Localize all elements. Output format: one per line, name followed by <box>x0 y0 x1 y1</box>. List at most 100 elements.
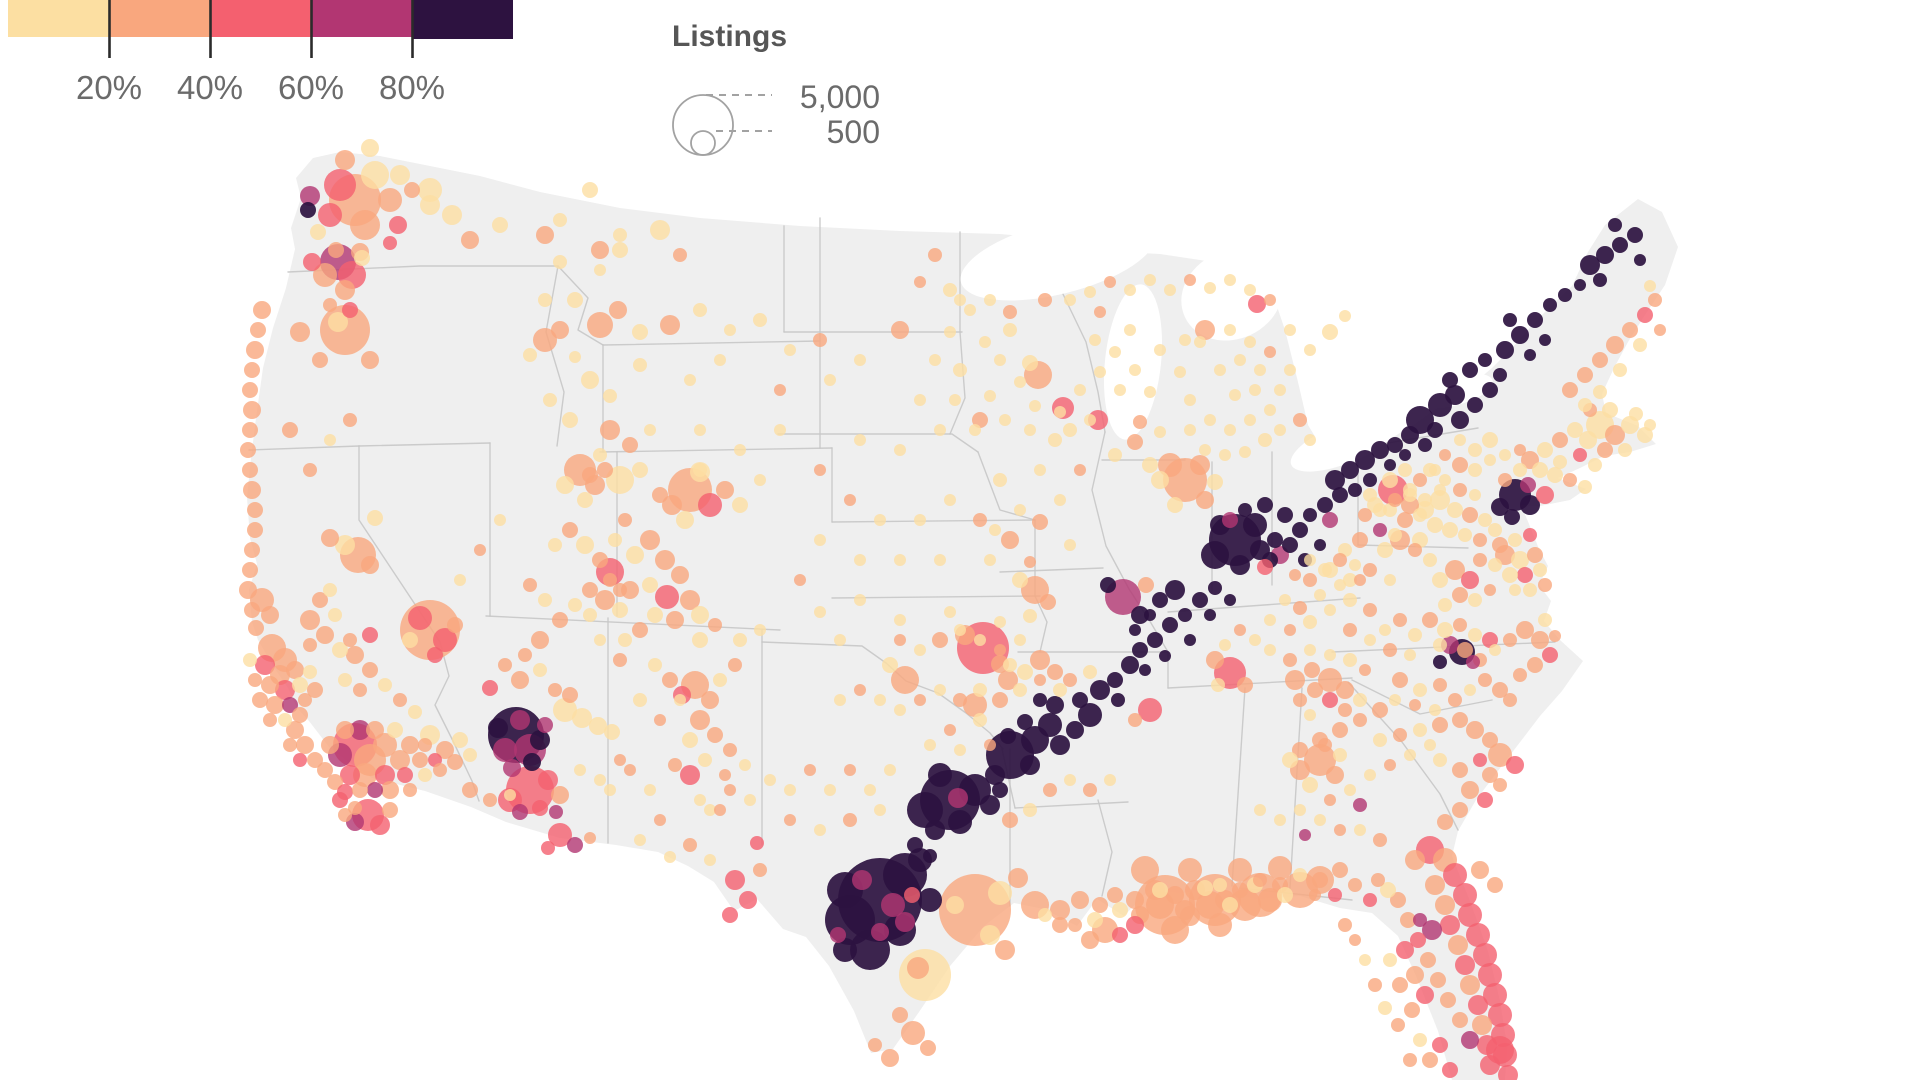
listing-bubble <box>541 841 555 855</box>
listing-bubble <box>240 442 256 458</box>
listing-bubble <box>650 220 670 240</box>
listing-bubble <box>918 888 942 912</box>
listing-bubble <box>734 444 746 456</box>
size-legend-min-circle <box>690 130 716 156</box>
listing-bubble <box>483 793 497 807</box>
listing-bubble <box>352 782 368 798</box>
listing-bubble <box>1574 279 1586 291</box>
listing-bubble <box>1344 784 1356 796</box>
listing-bubble <box>1404 649 1416 661</box>
listing-bubble <box>704 804 716 816</box>
listing-bubble <box>1165 580 1185 600</box>
color-swatch-2 <box>109 0 210 37</box>
listing-bubble <box>655 585 679 609</box>
listing-bubble <box>1430 490 1450 510</box>
listing-bubble <box>1279 594 1291 606</box>
listing-bubble <box>1468 463 1482 477</box>
listing-bubble <box>1472 1015 1492 1035</box>
listing-bubble <box>1442 522 1458 538</box>
listing-bubble <box>1403 1053 1417 1067</box>
listing-bubble <box>904 887 920 903</box>
listing-bubble <box>1249 634 1261 646</box>
listing-bubble <box>984 739 996 751</box>
listing-bubble <box>1405 850 1425 870</box>
listing-bubble <box>1282 537 1298 553</box>
listing-bubble <box>1496 341 1514 359</box>
listing-bubble <box>754 624 766 636</box>
listing-bubble <box>834 694 846 706</box>
listing-bubble <box>1304 709 1316 721</box>
listing-bubble <box>884 764 896 776</box>
listing-bubble <box>1492 682 1508 698</box>
listing-bubble <box>1192 592 1208 608</box>
listing-bubble <box>1404 749 1416 761</box>
listing-bubble <box>914 694 926 706</box>
listing-bubble <box>923 849 937 863</box>
listing-bubble <box>894 444 906 456</box>
listing-bubble <box>979 336 991 348</box>
listing-bubble <box>1324 794 1336 806</box>
listing-bubble <box>1038 293 1052 307</box>
listing-bubble <box>1445 560 1465 580</box>
listing-bubble <box>854 594 866 606</box>
listing-bubble <box>1493 778 1507 792</box>
listing-bubble <box>1304 644 1316 656</box>
listing-bubble <box>1471 861 1489 879</box>
listing-bubble <box>1264 644 1276 656</box>
listing-bubble <box>562 522 578 538</box>
listing-bubble <box>1455 955 1475 975</box>
color-legend: 20% 40% 60% 80% <box>8 0 513 106</box>
listing-bubble <box>373 733 397 757</box>
listing-bubble <box>1363 488 1377 502</box>
listing-bubble <box>973 683 987 697</box>
listing-bubble <box>1244 284 1256 296</box>
listing-bubble <box>1493 368 1507 382</box>
listing-bubble <box>1054 406 1066 418</box>
listing-bubble <box>1452 802 1468 818</box>
listing-bubble <box>1482 382 1498 398</box>
listing-bubble <box>868 1038 882 1052</box>
listing-bubble <box>1558 288 1572 302</box>
listing-bubble <box>461 231 479 249</box>
listing-bubble <box>1219 449 1231 461</box>
listing-bubble <box>1013 683 1027 697</box>
listing-bubble <box>420 195 440 215</box>
listing-bubble <box>1368 978 1382 992</box>
listing-bubble <box>1074 384 1086 396</box>
listing-bubble <box>1434 484 1446 496</box>
listing-bubble <box>1482 767 1498 783</box>
listing-bubble <box>332 792 348 808</box>
listing-bubble <box>1179 334 1191 346</box>
listing-bubble <box>1133 415 1147 429</box>
listing-bubble <box>1034 464 1046 476</box>
listing-bubble <box>784 344 796 356</box>
listing-bubble <box>242 562 258 578</box>
listing-bubble <box>338 808 352 822</box>
listing-bubble <box>1363 603 1377 617</box>
listing-bubble <box>1030 650 1050 670</box>
listing-bubble <box>1422 1052 1438 1068</box>
listing-bubble <box>1392 977 1408 993</box>
listing-bubble <box>953 693 967 707</box>
listing-bubble <box>1464 684 1476 696</box>
listing-bubble <box>1190 455 1210 475</box>
listing-bubble <box>1008 868 1028 888</box>
listing-bubble <box>1112 902 1128 918</box>
listing-bubble <box>1433 753 1447 767</box>
listing-bubble <box>1547 467 1563 483</box>
listing-bubble <box>243 653 257 667</box>
listing-bubble <box>954 624 966 636</box>
listing-bubble <box>1343 593 1357 607</box>
listing-bubble <box>587 312 613 338</box>
listing-bubble <box>1473 753 1487 767</box>
listing-bubble <box>946 896 964 914</box>
color-legend-tick-label: 60% <box>278 69 344 106</box>
listing-bubble <box>1364 634 1376 646</box>
listing-bubble <box>1219 639 1231 651</box>
listing-bubble <box>321 529 339 547</box>
listing-bubble <box>1482 732 1498 748</box>
listing-bubble <box>907 837 923 853</box>
listing-bubble <box>907 792 943 828</box>
listing-bubble <box>1211 678 1225 692</box>
listing-bubble <box>614 754 626 766</box>
